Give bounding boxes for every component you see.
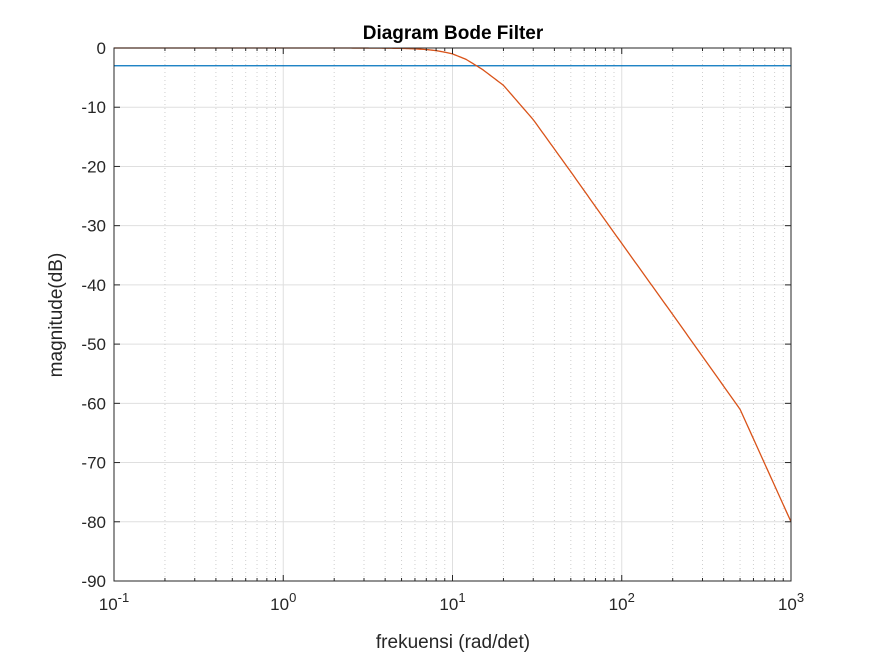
grid-lines <box>113 47 792 582</box>
x-axis-title: frekuensi (rad/det) <box>376 632 530 653</box>
x-tick-label: 10-1 <box>99 590 129 614</box>
y-tick-label: 0 <box>97 39 106 58</box>
chart-title: Diagram Bode Filter <box>363 23 544 44</box>
y-tick-label: -50 <box>81 335 106 354</box>
y-tick-label: -90 <box>81 572 106 591</box>
y-tick-label: -20 <box>81 157 106 176</box>
y-tick-labels: 0 -10 -20 -30 -40 -50 -60 -70 -80 -90 <box>81 39 106 591</box>
x-tick-labels: 10-1 100 101 102 103 <box>99 590 804 614</box>
y-tick-label: -70 <box>81 454 106 473</box>
y-tick-label: -80 <box>81 513 106 532</box>
tick-marks <box>113 47 792 582</box>
x-tick-label: 101 <box>439 590 465 614</box>
y-tick-label: -40 <box>81 276 106 295</box>
x-tick-label: 102 <box>609 590 635 614</box>
x-tick-label: 100 <box>270 590 296 614</box>
y-tick-label: -60 <box>81 394 106 413</box>
y-tick-label: -10 <box>81 98 106 117</box>
y-axis-title: magnitude(dB) <box>46 253 67 378</box>
y-tick-label: -30 <box>81 217 106 236</box>
x-tick-label: 103 <box>778 590 804 614</box>
